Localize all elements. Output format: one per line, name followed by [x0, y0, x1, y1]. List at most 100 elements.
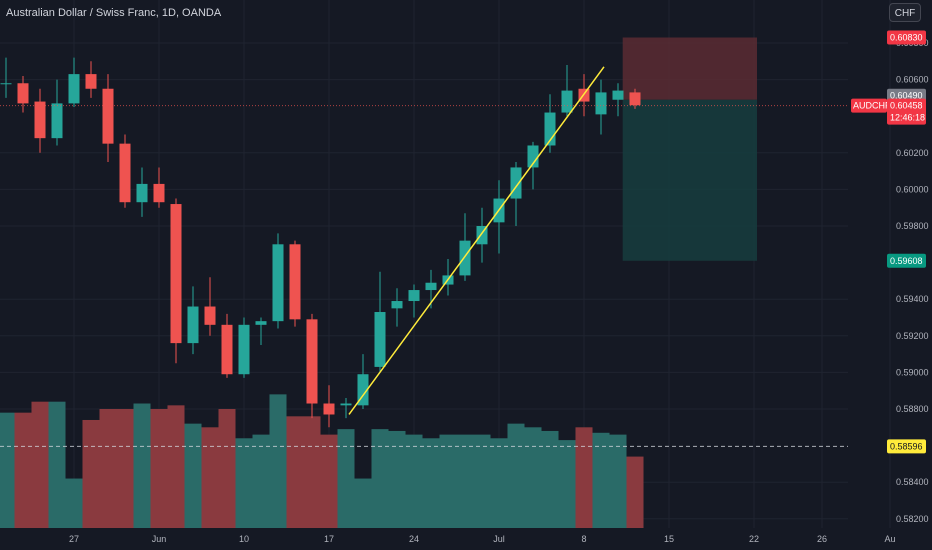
volume-bar — [524, 427, 542, 528]
volume-bar — [575, 427, 593, 528]
time-tick-label: 24 — [409, 534, 419, 544]
volume-bar — [82, 419, 100, 528]
volume-bar — [31, 401, 49, 528]
trend-line — [348, 66, 605, 415]
volume-bar — [303, 416, 321, 528]
volume-bar — [490, 438, 508, 528]
volume-bar — [592, 432, 610, 528]
volume-bar — [422, 438, 440, 528]
time-tick-label: Au — [884, 534, 895, 544]
volume-bar — [201, 427, 219, 528]
price-tick-label: 0.59400 — [896, 294, 929, 304]
price-tick-label: 0.60200 — [896, 148, 929, 158]
volume-bar — [150, 409, 168, 528]
volume-level-tag-bg — [887, 439, 926, 454]
stop-loss-zone — [622, 37, 757, 100]
time-axis[interactable]: 27 Jun 10 17 24 Jul 8 15 22 26 Au — [69, 534, 896, 544]
countdown-tag: 12:46:18 — [890, 113, 925, 123]
volume-bar — [99, 409, 117, 528]
target-price-tag-bg — [887, 253, 926, 268]
candle-body — [85, 74, 97, 89]
volume-bar — [269, 394, 287, 528]
volume-bar — [65, 478, 83, 528]
stop-price-tag-bg — [887, 30, 926, 45]
candle-body — [102, 88, 114, 144]
price-tags: 0.60830 0.60490 0.59608 0.58596 AUDCHF 0.6045… — [851, 30, 926, 454]
volume-bar — [439, 434, 457, 528]
candle-body — [476, 226, 488, 245]
time-tick-label: 10 — [239, 534, 249, 544]
candlesticks — [0, 57, 641, 428]
symbol-tag: AUDCHF — [853, 101, 891, 111]
candle-body — [68, 74, 80, 104]
volume-bar — [252, 434, 270, 528]
time-tick-label: Jun — [152, 534, 167, 544]
volume-bar — [626, 456, 644, 528]
volume-bar — [286, 416, 304, 528]
stop-price-tag: 0.60830 — [890, 33, 923, 43]
candle-body — [629, 92, 641, 106]
volume-bar — [218, 409, 236, 528]
volume-bar — [507, 423, 525, 528]
candle-body — [544, 112, 556, 146]
price-tick-label: 0.59800 — [896, 221, 929, 231]
price-axis[interactable]: 0.608000.606000.602000.600000.598000.594… — [896, 38, 929, 524]
candle-body — [357, 374, 369, 406]
volume-bar — [558, 440, 576, 528]
position-zones[interactable] — [622, 37, 757, 261]
candle-body — [391, 301, 403, 309]
target-price-tag: 0.59608 — [890, 256, 923, 266]
time-tick-label: 26 — [817, 534, 827, 544]
candle-body — [527, 145, 539, 168]
price-tick-label: 0.59000 — [896, 367, 929, 377]
volume-bar — [133, 403, 151, 528]
volume-bar — [473, 434, 491, 528]
candle-body — [136, 183, 148, 203]
candle-body — [612, 90, 624, 100]
volume-bars — [0, 394, 644, 528]
price-tick-label: 0.60600 — [896, 75, 929, 85]
price-tick-label: 0.59200 — [896, 331, 929, 341]
candle-body — [221, 324, 233, 375]
candle-body — [323, 403, 335, 415]
volume-bar — [0, 412, 15, 528]
price-tick-label: 0.58200 — [896, 514, 929, 524]
candle-body — [595, 92, 607, 115]
volume-bar — [320, 434, 338, 528]
candle-body — [306, 319, 318, 404]
time-tick-label: 8 — [581, 534, 586, 544]
last-price-tag: 0.60458 — [890, 101, 923, 111]
candle-body — [289, 244, 301, 320]
entry-price-tag: 0.60490 — [890, 91, 923, 101]
volume-bar — [235, 438, 253, 528]
candle-body — [0, 83, 12, 85]
time-tick-label: 17 — [324, 534, 334, 544]
volume-bar — [48, 401, 66, 528]
candle-body — [272, 244, 284, 322]
candle-body — [340, 403, 352, 406]
volume-bar — [184, 423, 202, 528]
candle-body — [34, 101, 46, 139]
time-tick-label: 22 — [749, 534, 759, 544]
take-profit-zone — [622, 99, 757, 261]
candle-body — [51, 103, 63, 139]
volume-bar — [541, 430, 559, 528]
candle-body — [238, 324, 250, 375]
volume-bar — [456, 434, 474, 528]
candle-body — [255, 321, 267, 325]
volume-bar — [405, 434, 423, 528]
candle-body — [510, 167, 522, 199]
candle-body — [204, 306, 216, 325]
candle-body — [170, 204, 182, 344]
volume-bar — [388, 430, 406, 528]
volume-bar — [167, 405, 185, 528]
volume-bar — [609, 434, 627, 528]
currency-button[interactable]: CHF — [889, 3, 921, 22]
candle-body — [153, 183, 165, 203]
candle-body — [459, 240, 471, 276]
price-tick-label: 0.58400 — [896, 477, 929, 487]
candle-body — [408, 290, 420, 302]
price-tick-label: 0.60000 — [896, 184, 929, 194]
candle-body — [119, 143, 131, 203]
